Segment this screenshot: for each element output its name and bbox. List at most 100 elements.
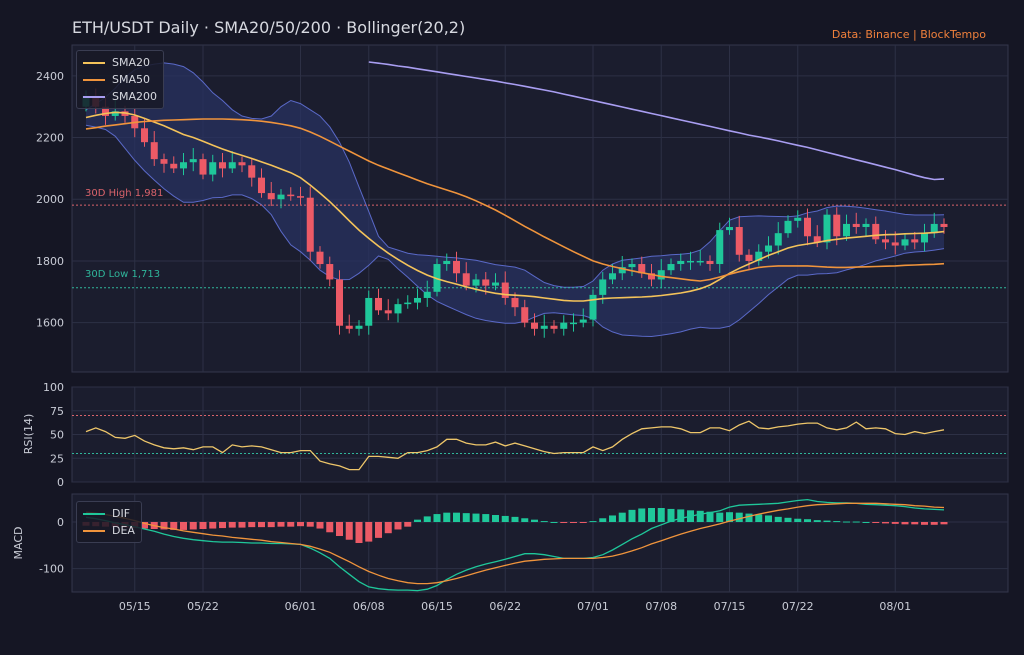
- macd-histogram-bar: [472, 513, 480, 522]
- macd-histogram-bar: [833, 521, 841, 523]
- macd-histogram-bar: [755, 514, 763, 522]
- candle-body: [706, 260, 714, 265]
- candle-body: [326, 264, 334, 280]
- chart-title: ETH/USDT Daily · SMA20/50/200 · Bollinge…: [72, 18, 466, 37]
- candle-body: [141, 128, 148, 143]
- legend-label: DIF: [112, 507, 131, 520]
- candle-body: [726, 227, 733, 231]
- macd-legend: DIF DEA: [76, 501, 142, 543]
- macd-histogram-bar: [306, 522, 314, 527]
- candle-body: [394, 304, 402, 314]
- legend-label: DEA: [112, 524, 135, 537]
- macd-histogram-bar: [404, 522, 412, 527]
- macd-histogram-bar: [609, 515, 616, 522]
- y-tick-label: 25: [50, 452, 64, 465]
- candle-body: [306, 197, 314, 252]
- candle-body: [248, 165, 256, 178]
- macd-histogram-bar: [852, 521, 860, 523]
- macd-histogram-bar: [277, 522, 285, 527]
- candle-body: [531, 322, 538, 329]
- candle-body: [638, 264, 646, 274]
- bollinger-lower-line: [85, 124, 945, 338]
- macd-histogram-bar: [784, 517, 792, 522]
- candle-body: [219, 162, 226, 169]
- macd-histogram-bar: [170, 522, 178, 530]
- candle-body: [404, 302, 412, 305]
- candle-body: [384, 310, 392, 314]
- candle-body: [238, 162, 246, 166]
- candle-body: [180, 162, 187, 169]
- candle-body: [921, 233, 928, 243]
- macd-histogram-bar: [482, 514, 490, 522]
- macd-histogram-bar: [628, 509, 636, 522]
- candle-body: [930, 223, 938, 234]
- x-tick-label: 06/15: [421, 600, 453, 613]
- legend-item-dea: DEA: [83, 522, 135, 539]
- macd-histogram-bar: [891, 522, 899, 524]
- legend-label: SMA20: [112, 56, 150, 69]
- candle-body: [667, 264, 675, 271]
- candle-body: [287, 194, 295, 197]
- candle-body: [852, 223, 860, 228]
- candle-body: [843, 223, 850, 237]
- candle-body: [258, 177, 265, 194]
- macd-panel: [71, 493, 1009, 593]
- sma200-line: [368, 61, 945, 181]
- macd-histogram-bar: [550, 522, 558, 523]
- candle-body: [804, 217, 811, 237]
- candle-body: [609, 273, 616, 280]
- candle-body: [735, 227, 743, 255]
- candle-body: [336, 279, 343, 326]
- macd-histogram-bar: [384, 522, 392, 534]
- candle-body: [453, 260, 460, 274]
- candle-body: [267, 193, 275, 200]
- macd-histogram-bar: [160, 522, 168, 530]
- macd-histogram-bar: [872, 522, 880, 523]
- candle-body: [550, 325, 558, 329]
- candle-body: [199, 159, 207, 175]
- candle-body: [150, 142, 158, 160]
- candle-body: [228, 162, 236, 169]
- legend-item-sma50: SMA50: [83, 71, 157, 88]
- candle-body: [940, 223, 948, 228]
- macd-histogram-bar: [540, 521, 548, 523]
- macd-histogram-bar: [823, 520, 831, 522]
- macd-histogram-bar: [199, 522, 207, 529]
- macd-histogram-bar: [189, 522, 197, 530]
- candle-body: [277, 194, 285, 200]
- macd-histogram-bar: [794, 518, 802, 522]
- candle-body: [443, 260, 451, 265]
- candle-body: [345, 325, 353, 329]
- macd-histogram-bar: [618, 512, 626, 522]
- macd-histogram-bar: [599, 518, 607, 522]
- candle-body: [433, 264, 441, 292]
- macd-histogram-bar: [648, 508, 655, 522]
- candle-body: [492, 282, 499, 286]
- macd-histogram-bar: [209, 522, 217, 529]
- candle-body: [774, 233, 782, 246]
- y-tick-label: 75: [50, 405, 64, 418]
- macd-histogram-bar: [940, 522, 948, 525]
- x-tick-label: 05/15: [119, 600, 151, 613]
- candle-body: [891, 242, 899, 246]
- candle-body: [209, 162, 217, 175]
- macd-histogram-bar: [238, 522, 246, 528]
- candle-body: [355, 325, 363, 329]
- y-tick-label: 0: [57, 476, 64, 489]
- candle-body: [794, 217, 802, 221]
- candle-body: [160, 159, 168, 164]
- candle-body: [570, 322, 577, 325]
- macd-histogram-bar: [287, 522, 295, 527]
- candle-body: [648, 273, 655, 280]
- candle-body: [423, 291, 431, 298]
- macd-histogram-bar: [882, 522, 889, 524]
- macd-histogram-bar: [765, 515, 772, 522]
- sma50-line: [85, 118, 945, 282]
- legend-label: SMA200: [112, 90, 157, 103]
- candle-body: [316, 251, 324, 265]
- rsi-line: [85, 420, 945, 471]
- macd-histogram-bar: [423, 516, 431, 522]
- candle-body: [833, 214, 841, 237]
- candle-body: [511, 297, 519, 308]
